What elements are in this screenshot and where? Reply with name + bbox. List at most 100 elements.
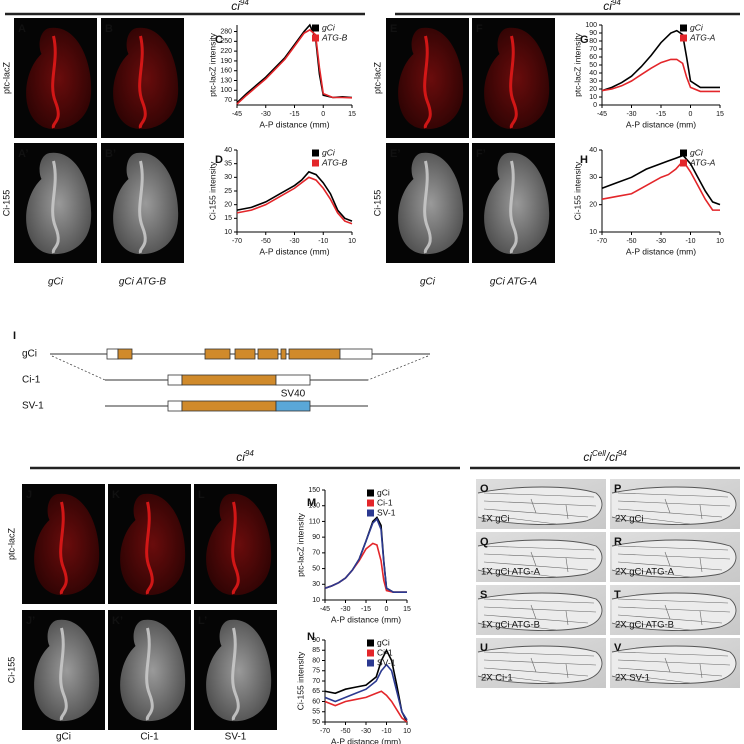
x-tick-label: -30 bbox=[289, 238, 299, 245]
x-tick-label: 10 bbox=[348, 238, 356, 245]
header-part: ci bbox=[231, 0, 240, 13]
disc bbox=[34, 493, 100, 596]
caption: gCi bbox=[56, 732, 71, 743]
panel-label: A bbox=[18, 23, 26, 35]
header-part: 94 bbox=[618, 449, 627, 458]
y-tick-label: 55 bbox=[312, 709, 320, 716]
y-tick-label: 220 bbox=[220, 48, 232, 55]
y-tick-label: 130 bbox=[220, 77, 232, 84]
x-axis-label: A-P distance (mm) bbox=[626, 119, 696, 129]
y-tick-label: 70 bbox=[224, 97, 232, 104]
x-tick-label: -15 bbox=[656, 111, 666, 118]
y-tick-label: 160 bbox=[220, 68, 232, 75]
panel-label: N bbox=[307, 631, 315, 643]
utr bbox=[167, 374, 183, 386]
disc-stripe bbox=[59, 501, 68, 595]
exon bbox=[288, 348, 341, 360]
wing-label: 2X Ci-1 bbox=[481, 673, 513, 684]
panel-label: J bbox=[26, 489, 32, 501]
x-tick-label: -50 bbox=[340, 728, 350, 735]
wing-vein bbox=[617, 567, 691, 578]
series-line bbox=[601, 154, 721, 206]
y-tick-label: 190 bbox=[220, 58, 232, 65]
series-line bbox=[601, 159, 720, 211]
disc bbox=[113, 152, 179, 255]
wing-vein bbox=[530, 604, 537, 620]
wing-vein bbox=[530, 498, 537, 514]
x-tick-label: -15 bbox=[289, 111, 299, 118]
x-tick-label: -30 bbox=[361, 728, 371, 735]
exon bbox=[280, 348, 287, 360]
wing-vein bbox=[699, 504, 703, 520]
y-tick-label: 100 bbox=[220, 87, 232, 94]
legend-label: gCi bbox=[690, 147, 704, 157]
y-tick-label: 60 bbox=[312, 698, 320, 705]
wing-vein bbox=[617, 598, 729, 604]
wing-vein bbox=[699, 663, 703, 679]
y-tick-label: 20 bbox=[589, 202, 597, 209]
wing-vein bbox=[664, 551, 671, 567]
legend-swatch bbox=[367, 649, 374, 657]
series-line bbox=[236, 28, 353, 105]
header-part: ci bbox=[236, 450, 245, 464]
header: ci94 bbox=[236, 449, 254, 465]
row-label: Ci-155 bbox=[372, 190, 382, 217]
x-tick-label: -30 bbox=[656, 238, 666, 245]
x-tick-label: -30 bbox=[626, 111, 636, 118]
x-axis-label: A-P distance (mm) bbox=[331, 614, 401, 624]
legend-label: Ci-1 bbox=[377, 647, 393, 657]
wing-vein bbox=[617, 553, 731, 560]
y-tick-label: 70 bbox=[589, 46, 597, 53]
panel-label: I bbox=[13, 330, 16, 342]
disc bbox=[26, 152, 92, 255]
wing-vein bbox=[617, 514, 691, 525]
disc-stripe bbox=[51, 35, 60, 129]
row-label: Ci-155 bbox=[1, 190, 11, 217]
series-line bbox=[236, 170, 353, 222]
legend-swatch bbox=[367, 659, 374, 667]
disc bbox=[120, 493, 186, 596]
caption: Ci-1 bbox=[140, 732, 159, 743]
y-tick-label: 130 bbox=[308, 503, 320, 510]
wing-vein bbox=[483, 492, 595, 498]
series-line bbox=[236, 176, 353, 225]
x-tick-label: -10 bbox=[381, 728, 391, 735]
wing-vein bbox=[617, 545, 729, 551]
wing-vein bbox=[565, 610, 569, 626]
y-axis-label: Ci-155 intensity bbox=[295, 651, 305, 710]
panel-label: T bbox=[614, 589, 621, 601]
y-tick-label: 10 bbox=[589, 94, 597, 101]
panel-label: J’ bbox=[26, 615, 35, 627]
x-tick-label: -45 bbox=[232, 111, 242, 118]
header: ci94 bbox=[231, 0, 249, 13]
y-tick-label: 110 bbox=[309, 518, 320, 525]
panel-label: V bbox=[614, 642, 622, 654]
y-tick-label: 100 bbox=[585, 22, 597, 29]
disc-stripe bbox=[231, 501, 240, 595]
panel-label: G bbox=[580, 34, 589, 46]
x-tick-label: -10 bbox=[685, 238, 695, 245]
y-tick-label: 30 bbox=[224, 174, 232, 181]
wing-label: 1X gCi bbox=[481, 514, 510, 525]
panel-label: Q bbox=[480, 536, 489, 548]
header-part: ci bbox=[603, 0, 612, 13]
disc bbox=[26, 27, 92, 130]
y-tick-label: 70 bbox=[312, 678, 320, 685]
y-tick-label: 75 bbox=[312, 668, 320, 675]
disc-stripe bbox=[51, 160, 60, 254]
legend-label: gCi bbox=[322, 22, 336, 32]
disc bbox=[206, 619, 272, 722]
wing-label: 2X gCi bbox=[615, 514, 644, 525]
header-part: ci bbox=[583, 450, 592, 464]
panel-label: F’ bbox=[476, 148, 486, 160]
wing-vein bbox=[483, 620, 557, 631]
legend-label: ATG-A bbox=[689, 157, 716, 167]
header: ci94 bbox=[603, 0, 621, 13]
x-axis-label: A-P distance (mm) bbox=[626, 246, 696, 256]
x-tick-label: -30 bbox=[340, 606, 350, 613]
wing-vein bbox=[617, 500, 731, 507]
wing-vein bbox=[617, 673, 691, 684]
legend-label: gCi bbox=[377, 637, 390, 647]
x-tick-label: -70 bbox=[232, 238, 242, 245]
header-part: 94 bbox=[612, 0, 621, 7]
